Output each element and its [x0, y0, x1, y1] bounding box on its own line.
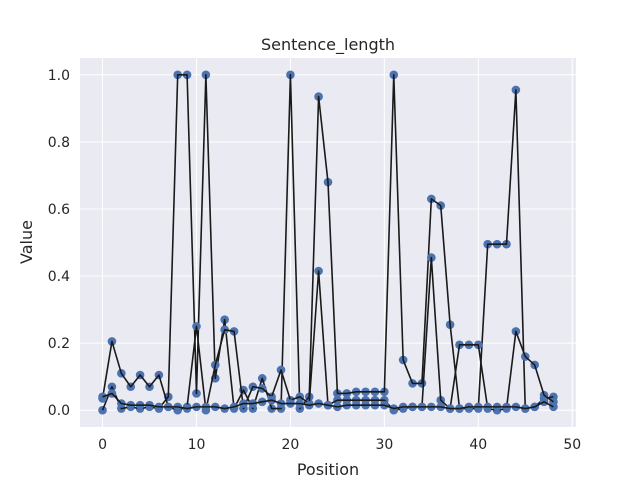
series-line: [102, 392, 554, 410]
y-tick-label: 0.8: [48, 135, 70, 151]
x-tick-label: 30: [375, 437, 393, 453]
data-point: [98, 392, 107, 402]
tick-labels: 0 10 20 30 40 50 0.0 0.2 0.4 0.6 0.8 1.0: [48, 68, 581, 453]
grid: [80, 58, 576, 427]
y-axis-label: Value: [17, 220, 36, 264]
data-point: [549, 402, 558, 412]
y-tick-label: 0.0: [48, 403, 70, 419]
series-3: [98, 389, 558, 413]
x-tick-label: 50: [563, 437, 581, 453]
x-tick-label: 20: [282, 437, 300, 453]
x-axis-label: Position: [297, 460, 359, 479]
plot-area: [80, 58, 576, 427]
x-tick-label: 0: [98, 437, 107, 453]
series-layer: [98, 70, 558, 415]
x-tick-label: 40: [469, 437, 487, 453]
y-tick-label: 0.4: [48, 269, 70, 285]
x-tick-label: 10: [188, 437, 206, 453]
chart-title: Sentence_length: [261, 35, 395, 55]
y-tick-label: 1.0: [48, 68, 70, 84]
y-tick-label: 0.6: [48, 202, 70, 218]
y-tick-label: 0.2: [48, 336, 70, 352]
